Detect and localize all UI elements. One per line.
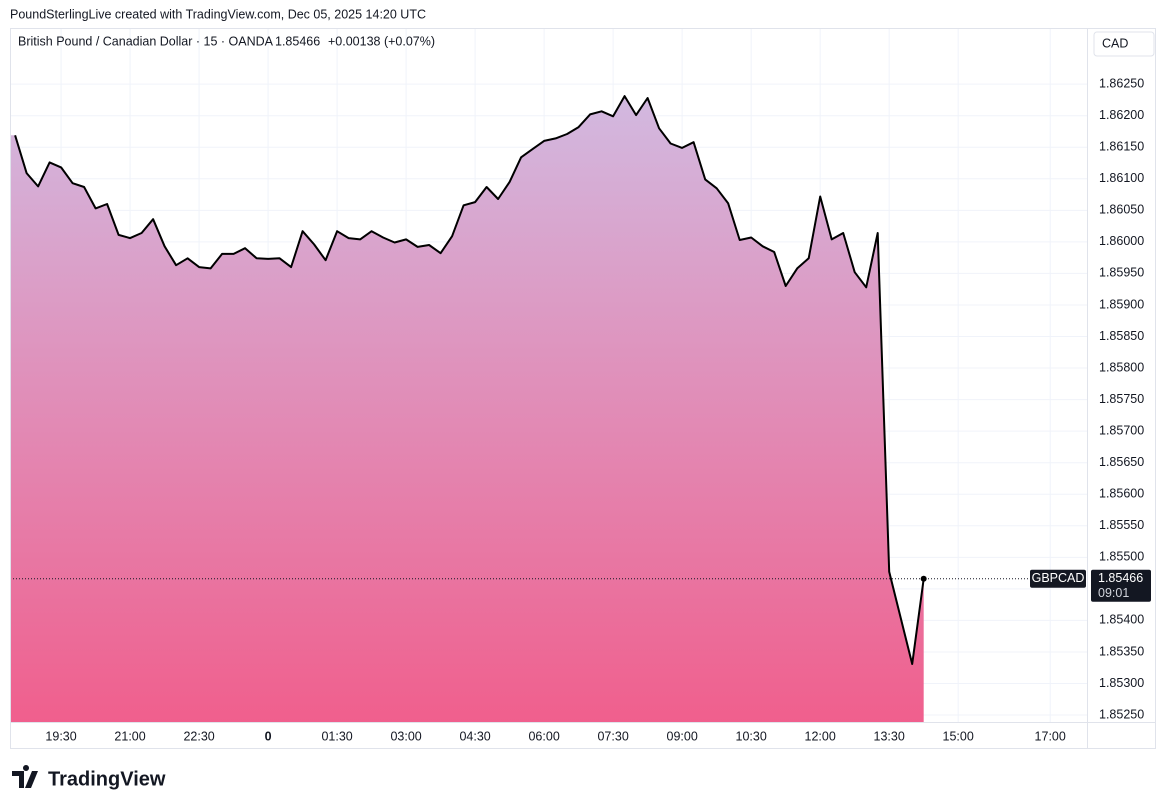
y-tick-label: 1.85950 <box>1099 266 1144 280</box>
y-tick-label: 1.85800 <box>1099 360 1144 374</box>
y-tick-label: 1.85500 <box>1099 550 1144 564</box>
x-tick-label: 21:00 <box>114 729 145 743</box>
x-tick-label: 13:30 <box>874 729 905 743</box>
chart-frame <box>10 28 1156 749</box>
y-tick-label: 1.85750 <box>1099 392 1144 406</box>
x-tick-label: 09:00 <box>667 729 698 743</box>
area-fill <box>10 96 924 722</box>
x-tick-label: 04:30 <box>459 729 490 743</box>
x-tick-label: 12:00 <box>805 729 836 743</box>
y-tick-label: 1.85350 <box>1099 644 1144 658</box>
price-label: 1.85466 <box>1098 571 1143 585</box>
brand-name: TradingView <box>48 768 166 790</box>
y-tick-label: 1.85250 <box>1099 707 1144 721</box>
x-tick-label: 15:00 <box>943 729 974 743</box>
last-point <box>920 575 927 582</box>
currency: CAD <box>1102 36 1128 50</box>
x-tick-label: 07:30 <box>597 729 628 743</box>
x-tick-label: 17:00 <box>1035 729 1066 743</box>
price-line <box>14 95 925 665</box>
y-tick-label: 1.85650 <box>1099 455 1144 469</box>
y-tick-label: 1.86200 <box>1099 108 1144 122</box>
brand-logo: TradingView <box>12 764 166 790</box>
x-tick-label: 22:30 <box>183 729 214 743</box>
y-tick-label: 1.86150 <box>1099 140 1144 154</box>
x-tick-label: 03:00 <box>390 729 421 743</box>
x-tick-label: 19:30 <box>45 729 76 743</box>
price-label-box <box>1091 569 1151 602</box>
y-tick-label: 1.86100 <box>1099 171 1144 185</box>
y-tick-label: 1.85300 <box>1099 676 1144 690</box>
header-title: PoundSterlingLive created with TradingVi… <box>10 7 426 21</box>
y-tick-label: 1.85400 <box>1099 613 1144 627</box>
x-tick-label: 01:30 <box>321 729 352 743</box>
series-name-box <box>1030 569 1086 588</box>
series-name: GBPCAD <box>1032 571 1085 585</box>
legend-change: +0.00138 (+0.07%) <box>328 34 435 48</box>
y-tick-label: 1.85900 <box>1099 297 1144 311</box>
y-tick-label: 1.85600 <box>1099 487 1144 501</box>
y-tick-label: 1.85700 <box>1099 423 1144 437</box>
y-tick-label: 1.86050 <box>1099 203 1144 217</box>
x-tick-label: 0 <box>265 729 272 743</box>
x-tick-label: 10:30 <box>736 729 767 743</box>
countdown: 09:01 <box>1098 586 1129 600</box>
legend-symbol: British Pound / Canadian Dollar · 15 · O… <box>18 34 274 48</box>
y-tick-label: 1.86000 <box>1099 234 1144 248</box>
legend-price: 1.85466 <box>275 34 320 48</box>
y-tick-label: 1.85550 <box>1099 518 1144 532</box>
y-tick-label: 1.85850 <box>1099 329 1144 343</box>
currency-box[interactable] <box>1093 31 1155 57</box>
y-tick-label: 1.86250 <box>1099 76 1144 90</box>
x-tick-label: 06:00 <box>528 729 559 743</box>
